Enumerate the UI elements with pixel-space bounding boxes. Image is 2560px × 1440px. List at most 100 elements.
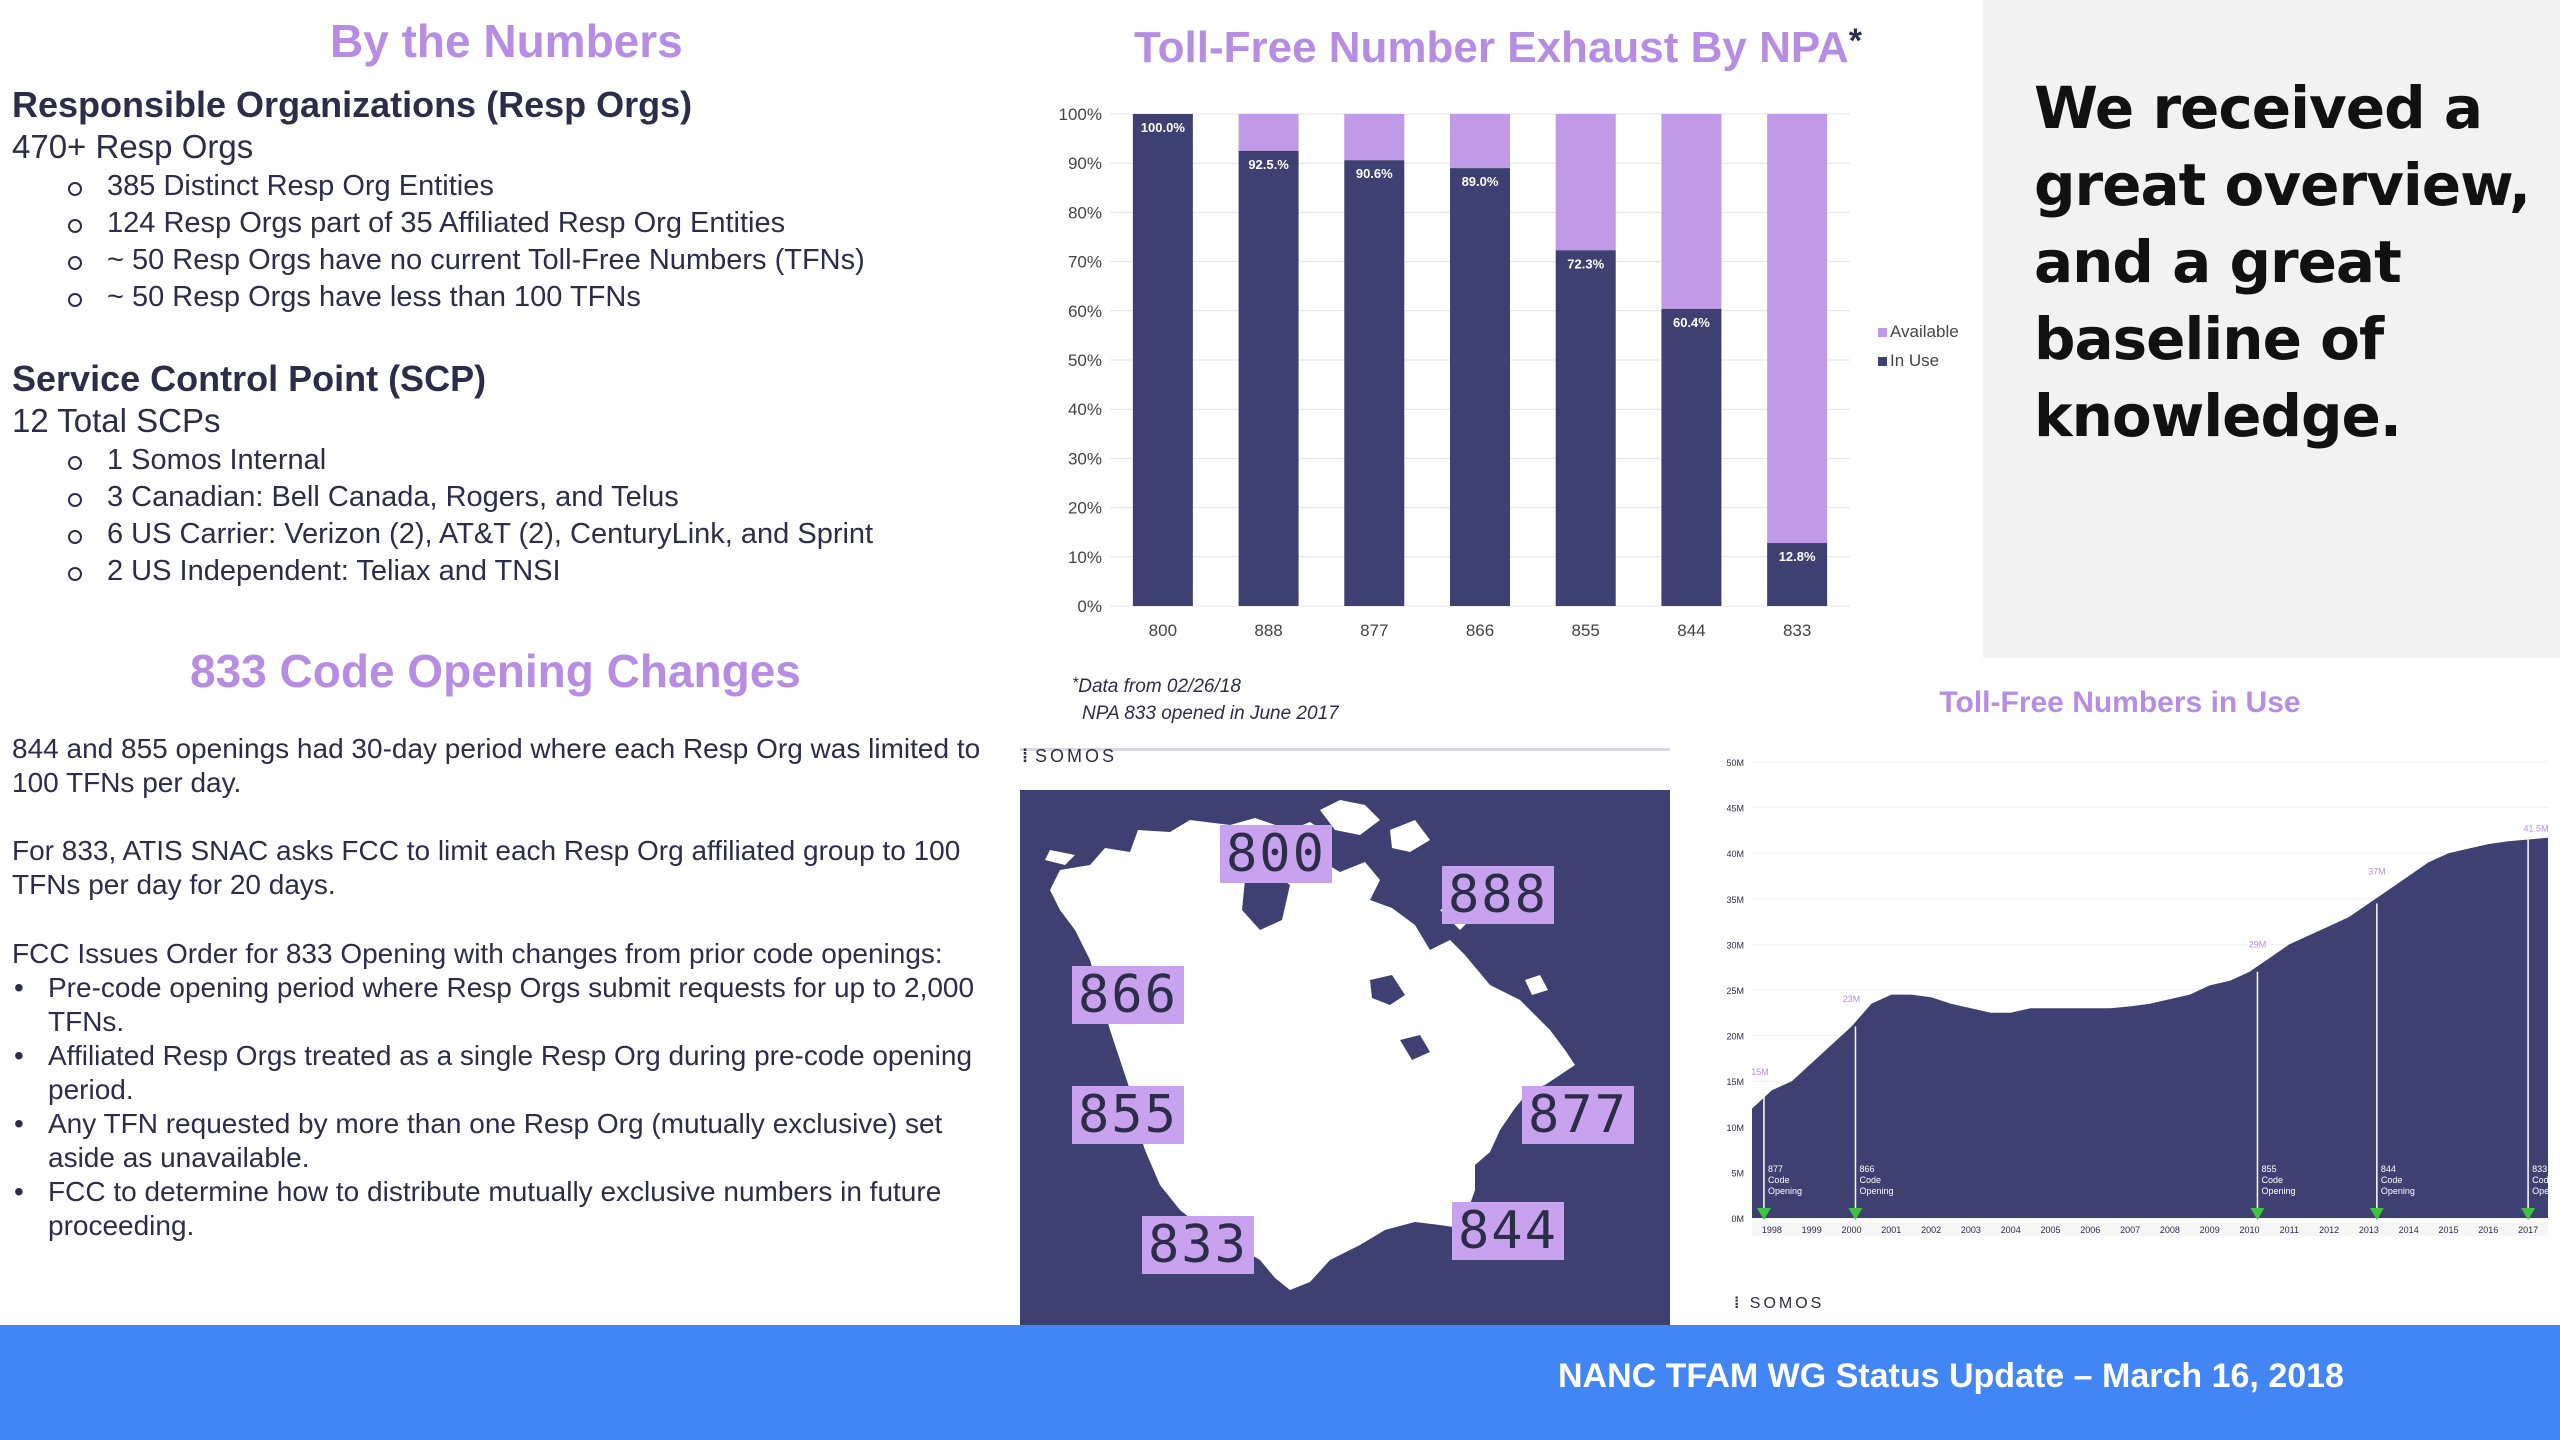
y-tick-label: 50M	[1726, 758, 1744, 768]
x-tick-label: 2005	[2040, 1225, 2060, 1235]
code-opening-label: Code	[2532, 1175, 2554, 1185]
list-item: Any TFN requested by more than one Resp …	[12, 1107, 1002, 1175]
bar-in-use-877	[1344, 160, 1405, 607]
code-opening-label: Code	[2261, 1175, 2283, 1185]
legend-label-in-use: In Use	[1890, 351, 1939, 370]
bar-available-877	[1344, 114, 1405, 161]
bar-in-use-844	[1661, 308, 1722, 606]
list-item: Affiliated Resp Orgs treated as a single…	[12, 1039, 1002, 1107]
bar-in-use-800	[1132, 114, 1193, 606]
data-label-855: 72.3%	[1567, 256, 1604, 271]
npa-label-855: 855	[1072, 1086, 1184, 1144]
data-label-833: 12.8%	[1779, 549, 1816, 564]
bar-in-use-833	[1767, 543, 1828, 606]
x-tick-label: 2002	[1921, 1225, 1941, 1235]
statement-panel	[1983, 0, 2560, 660]
data-label-877: 90.6%	[1356, 166, 1393, 181]
y-tick-label: 25M	[1726, 986, 1744, 996]
x-tick-label: 855	[1572, 621, 1600, 640]
code-opening-label: 877	[1768, 1164, 1783, 1174]
chart-title-asterisk: *	[1849, 22, 1863, 60]
y-tick-label: 100%	[1059, 105, 1102, 124]
legend-swatch-in-use	[1878, 357, 1887, 366]
npa-label-888: 888	[1442, 866, 1554, 924]
list-item: 3 Canadian: Bell Canada, Rogers, and Tel…	[12, 479, 1012, 516]
code-opening-marker-icon	[2250, 1208, 2265, 1220]
x-tick-label: 2015	[2438, 1225, 2458, 1235]
npa-label-877: 877	[1522, 1086, 1634, 1144]
list-item: 1 Somos Internal	[12, 442, 1012, 479]
y-tick-label: 15M	[1726, 1077, 1744, 1087]
data-label-866: 89.0%	[1462, 174, 1499, 189]
code-opening-marker-icon	[1756, 1208, 1771, 1220]
y-tick-label: 0M	[1731, 1214, 1744, 1224]
code-opening-label: Code	[2381, 1175, 2403, 1185]
code-opening-label: Opening	[1859, 1186, 1893, 1196]
x-tick-label: 2016	[2478, 1225, 2498, 1235]
code-opening-marker-icon	[1848, 1208, 1863, 1220]
bar-available-866	[1450, 114, 1510, 169]
bar-in-use-866	[1450, 168, 1510, 606]
x-tick-label: 1998	[1762, 1225, 1782, 1235]
code-opening-label: 866	[1859, 1164, 1874, 1174]
list-item: ~ 50 Resp Orgs have no current Toll-Free…	[12, 242, 1012, 279]
svg-text:Toll-Free Number Exhaust By NP: Toll-Free Number Exhaust By NPA*	[1134, 22, 1863, 72]
footer-text: NANC TFAM WG Status Update – March 16, 2…	[1558, 1357, 2344, 1395]
legend-swatch-available	[1878, 328, 1887, 337]
x-tick-label: 2009	[2200, 1225, 2220, 1235]
area-chart-title: Toll-Free Numbers in Use	[1939, 686, 2300, 719]
bar-available-833	[1767, 114, 1828, 544]
code-opening-label: 833	[2532, 1164, 2547, 1174]
y-tick-label: 30M	[1726, 940, 1744, 950]
y-tick-label: 60%	[1068, 302, 1102, 321]
tfn-in-use-chart: Toll-Free Numbers in Use 0M 5M 10M 15M 20M 25…	[1726, 686, 2560, 1312]
x-tick-label: 833	[1783, 621, 1811, 640]
legend-label-available: Available	[1890, 322, 1959, 341]
y-tick-label: 40%	[1068, 400, 1102, 419]
list-item: FCC to determine how to distribute mutua…	[12, 1175, 1002, 1243]
area-series	[1752, 837, 2548, 1218]
x-tick-label: 800	[1149, 621, 1177, 640]
somos-mark-icon: ⁞	[1734, 1295, 1750, 1312]
value-callout: 15M	[1751, 1067, 1769, 1077]
npa-label-833: 833	[1142, 1216, 1254, 1274]
y-tick-label: 30%	[1068, 449, 1102, 468]
scp-count: 12 Total SCPs	[12, 402, 221, 439]
somos-mark-icon: ⁞	[1022, 746, 1031, 766]
y-tick-label: 10M	[1726, 1123, 1744, 1133]
x-tick-label: 2001	[1881, 1225, 1901, 1235]
scp-list: 1 Somos Internal 3 Canadian: Bell Canada…	[12, 442, 1012, 590]
x-tick-label: 2000	[1841, 1225, 1861, 1235]
x-tick-label: 2012	[2319, 1225, 2339, 1235]
npa-label-866: 866	[1072, 966, 1184, 1024]
data-label-800: 100.0%	[1141, 120, 1186, 135]
data-label-888: 92.5.%	[1248, 157, 1289, 172]
x-tick-label: 2013	[2359, 1225, 2379, 1235]
exhaust-bar-chart: Toll-Free Number Exhaust By NPA* 0%10%20…	[1059, 22, 1959, 724]
north-america-icon	[1045, 800, 1575, 1290]
x-tick-label: 2008	[2160, 1225, 2180, 1235]
x-tick-label: 888	[1254, 621, 1282, 640]
code-opening-label: 844	[2381, 1164, 2396, 1174]
y-tick-label: 70%	[1068, 253, 1102, 272]
footnote-date: Data from 02/26/18	[1078, 676, 1241, 697]
bar-available-844	[1661, 114, 1722, 309]
code-opening-marker-icon	[2369, 1208, 2384, 1220]
x-tick-label: 2017	[2518, 1225, 2538, 1235]
x-tick-label: 2007	[2120, 1225, 2140, 1235]
y-tick-label: 35M	[1726, 895, 1744, 905]
y-tick-label: 0%	[1077, 597, 1102, 616]
data-label-844: 60.4%	[1673, 315, 1710, 330]
y-tick-label: 45M	[1726, 804, 1744, 814]
svg-text:*Data from 02/26/18: *Data from 02/26/18	[1072, 675, 1241, 697]
x-tick-label: 2011	[2280, 1225, 2299, 1235]
code-opening-marker-icon	[2521, 1208, 2536, 1220]
x-tick-label: 866	[1466, 621, 1494, 640]
x-tick-label: 2003	[1961, 1225, 1981, 1235]
code-opening-label: Opening	[2261, 1186, 2295, 1196]
bar-available-855	[1555, 114, 1616, 251]
paragraph-fcc-order: FCC Issues Order for 833 Opening with ch…	[12, 938, 943, 969]
npa-map: 800 888 866 855 877 844 833	[1020, 790, 1670, 1325]
list-item: 6 US Carrier: Verizon (2), AT&T (2), Cen…	[12, 516, 1012, 553]
footnote-star: *	[1072, 675, 1079, 692]
